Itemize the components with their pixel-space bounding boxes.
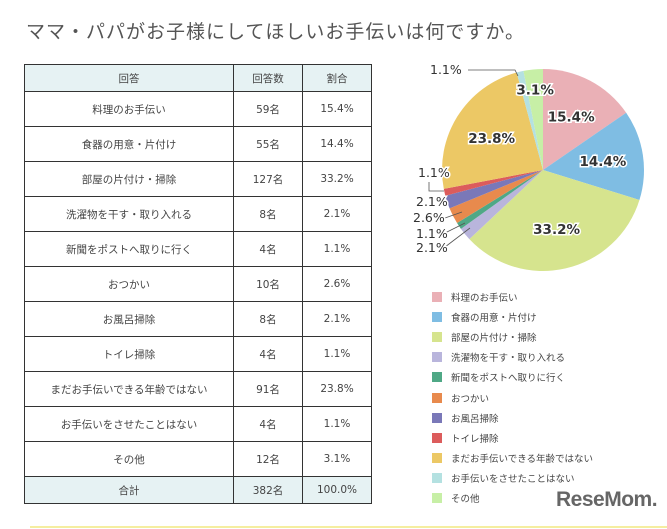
legend-swatch (432, 432, 442, 443)
legend-item: トイレ掃除 (432, 428, 593, 448)
legend-label: お風呂掃除 (451, 413, 499, 425)
pie-slice (442, 72, 543, 189)
legend-label: 新聞をポストへ取りに行く (451, 373, 566, 385)
legend-swatch (432, 412, 442, 423)
leader-line (428, 182, 444, 192)
leader-line (444, 222, 466, 234)
cell-ratio: 2.1% (302, 301, 372, 337)
legend-label: おつかい (451, 393, 490, 405)
legend-swatch (432, 292, 442, 303)
slice-label: 23.8% (468, 131, 515, 147)
legend-item: お手伝いをさせたことはない (432, 468, 593, 488)
cell-ratio: 15.4% (302, 91, 372, 127)
legend-item: その他 (432, 488, 593, 508)
table-header: 回答 回答数 割合 (24, 64, 372, 92)
cell-answer: その他 (24, 441, 234, 477)
slice-label: 2.6% (413, 210, 445, 225)
legend-item: 料理のお手伝い (432, 287, 593, 307)
slice-label: 15.4% (548, 109, 595, 125)
pie-slice (516, 70, 543, 170)
cell-ratio: 33.2% (302, 161, 372, 197)
cell-ratio: 1.1% (302, 336, 372, 372)
legend-item: まだお手伝いできる年齢ではない (432, 448, 593, 468)
slice-label: 3.1% (516, 83, 554, 99)
legend-swatch (432, 312, 442, 323)
bottom-divider (30, 526, 667, 528)
pie-slice (543, 69, 627, 170)
header-ratio: 割合 (302, 64, 372, 92)
pie-slice (457, 170, 543, 229)
page-title: ママ・パパがお子様にしてほしいお手伝いは何ですか。 (26, 21, 526, 43)
cell-ratio: 1.1% (302, 406, 372, 442)
cell-answer: 新聞をポストへ取りに行く (24, 231, 234, 267)
cell-count: 59名 (233, 91, 303, 127)
legend-swatch (432, 372, 442, 383)
slice-label: 14.4% (579, 154, 626, 170)
legend-label: 料理のお手伝い (451, 293, 518, 305)
pie-slice (449, 170, 543, 224)
table-total-row: 合計 382名 100.0% (24, 476, 372, 504)
cell-count: 91名 (233, 371, 303, 407)
header-count: 回答数 (233, 64, 303, 92)
pie-slice (543, 112, 644, 201)
cell-count: 4名 (233, 231, 303, 267)
legend-swatch (432, 492, 442, 503)
resemom-logo: ReseMom. (556, 488, 658, 511)
slice-label: 1.1% (416, 226, 448, 241)
legend-label: お手伝いをさせたことはない (451, 473, 575, 485)
legend-label: 洗濯物を干す・取り入れる (451, 353, 566, 365)
slice-label: 1.1% (430, 62, 462, 77)
table-row: まだお手伝いできる年齢ではない 91名 23.8% (24, 371, 372, 407)
legend-label: まだお手伝いできる年齢ではない (451, 453, 594, 465)
legend-swatch (432, 392, 442, 403)
cell-answer: 料理のお手伝い (24, 91, 234, 127)
table-row: 新聞をポストへ取りに行く 4名 1.1% (24, 231, 372, 267)
slice-label: 1.1% (418, 165, 450, 180)
legend-label: 部屋の片付け・掃除 (451, 333, 537, 345)
legend-label: 食器の用意・片付け (451, 313, 537, 325)
legend-item: 部屋の片付け・掃除 (432, 327, 593, 347)
pie-slice (460, 170, 543, 240)
legend-item: 食器の用意・片付け (432, 307, 593, 327)
pie-slice (469, 170, 640, 271)
slice-label: 2.1% (416, 194, 448, 209)
legend-item: おつかい (432, 387, 593, 407)
chart-legend: 料理のお手伝い食器の用意・片付け 部屋の片付け・掃除洗濯物を干す・取り入れる 新聞を… (432, 287, 593, 508)
cell-answer: トイレ掃除 (24, 336, 234, 372)
legend-item: 新聞をポストへ取りに行く (432, 367, 593, 387)
table-row: 料理のお手伝い 59名 15.4% (24, 91, 372, 127)
table-row: 食器の用意・片付け 55名 14.4% (24, 126, 372, 162)
cell-count: 10名 (233, 266, 303, 302)
legend-swatch (432, 332, 442, 343)
legend-swatch (432, 352, 442, 363)
leader-line (444, 211, 463, 219)
pie-slice (523, 69, 543, 170)
slice-label: 2.1% (416, 240, 448, 255)
total-ratio: 100.0% (302, 476, 372, 504)
total-count: 382名 (233, 476, 303, 504)
legend-swatch (432, 472, 442, 483)
leader-line (468, 69, 519, 77)
cell-answer: まだお手伝いできる年齢ではない (24, 371, 234, 407)
results-table: 回答 回答数 割合 料理のお手伝い 59名 15.4% 食器の用意・片付け 55名 14.… (24, 64, 372, 504)
legend-label: その他 (451, 493, 480, 505)
total-label: 合計 (24, 476, 234, 504)
legend-swatch (432, 452, 442, 463)
leader-line (444, 227, 471, 248)
legend-item: お風呂掃除 (432, 408, 593, 428)
cell-answer: お風呂掃除 (24, 301, 234, 337)
legend-item: 洗濯物を干す・取り入れる (432, 347, 593, 367)
table-row: その他 12名 3.1% (24, 441, 372, 477)
slice-label: 33.2% (533, 222, 580, 238)
legend-label: トイレ掃除 (451, 433, 499, 445)
cell-count: 8名 (233, 196, 303, 232)
pie-slice (445, 170, 543, 209)
table-row: 部屋の片付け・掃除 127名 33.2% (24, 161, 372, 197)
pie-slice (443, 170, 543, 196)
